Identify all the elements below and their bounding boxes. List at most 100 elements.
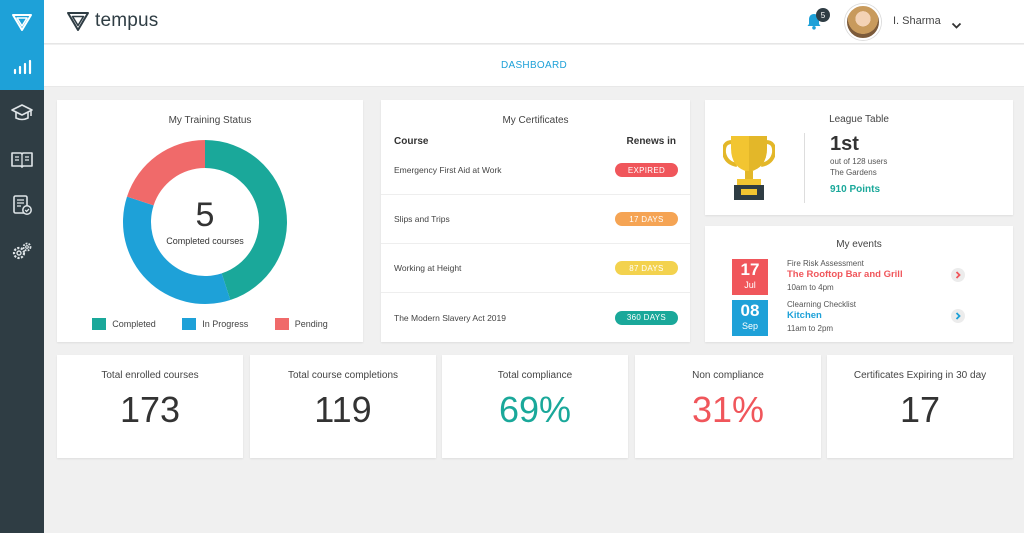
event-month: Jul <box>744 280 756 290</box>
donut-slice-completed[interactable] <box>205 140 287 300</box>
status-badge: 17 DAYS <box>615 212 678 226</box>
league-group: The Gardens <box>830 168 877 177</box>
card-title: League Table <box>829 114 889 125</box>
completed-label: Completed courses <box>166 236 244 246</box>
completed-count: 5 <box>195 196 215 234</box>
stat-label: Certificates Expiring in 30 day <box>853 370 987 381</box>
checklist-certificate-icon <box>13 195 32 215</box>
open-book-icon <box>11 152 33 168</box>
legend-label: In Progress <box>202 319 249 329</box>
donut-svg <box>123 140 287 304</box>
event-month: Sep <box>741 321 758 331</box>
certificate-name: Slips and Trips <box>394 214 450 224</box>
legend-label: Pending <box>294 319 328 329</box>
legend-label: Completed <box>112 319 156 329</box>
event-type: Clearning Checklist <box>787 300 856 309</box>
stat-value: 69% <box>498 389 572 430</box>
status-badge: 360 DAYS <box>615 310 678 325</box>
tempus-logo-icon <box>12 14 32 31</box>
trophy-icon <box>721 134 777 207</box>
league-rank: 1st <box>830 133 859 155</box>
divider <box>804 133 805 203</box>
notification-badge: 5 <box>816 8 830 22</box>
event-day: 17 <box>740 260 760 279</box>
sidebar <box>0 0 44 533</box>
stat-label: Total compliance <box>497 370 573 381</box>
certificate-row[interactable]: Emergency First Aid at Work EXPIRED <box>381 146 690 195</box>
brand[interactable]: tempus <box>66 10 159 32</box>
certificate-name: Working at Height <box>394 263 462 273</box>
event-open-button[interactable] <box>951 309 965 323</box>
status-badge: EXPIRED <box>615 163 678 177</box>
certificates-header: Course Renews in <box>394 136 676 147</box>
gears-icon <box>12 242 32 260</box>
event-open-button[interactable] <box>951 268 965 282</box>
stat-card-enrolled: Total enrolled courses 173 <box>57 355 243 458</box>
chevron-down-icon <box>951 22 962 29</box>
stat-value: 119 <box>314 389 372 430</box>
app-logo[interactable] <box>0 0 44 44</box>
stat-card-compliance: Total compliance 69% <box>442 355 628 458</box>
training-status-card: My Training Status 5 Completed courses C… <box>57 100 363 342</box>
card-title: My Certificates <box>502 115 569 126</box>
nav-library[interactable] <box>0 136 44 182</box>
tempus-logo-icon <box>67 12 89 31</box>
stat-card-non-compliance: Non compliance 31% <box>635 355 821 458</box>
stat-value: 31% <box>691 389 765 430</box>
event-type: Fire Risk Assessment <box>787 259 864 268</box>
donut-slice-pending[interactable] <box>127 140 205 206</box>
training-donut-chart: 5 Completed courses <box>121 138 289 306</box>
stat-label: Total course completions <box>287 370 399 381</box>
league-users: out of 128 users <box>830 157 888 166</box>
certificate-name: Emergency First Aid at Work <box>394 165 502 175</box>
nav-certificates[interactable] <box>0 182 44 228</box>
legend-swatch <box>182 318 197 330</box>
event-item[interactable]: 17 Jul Fire Risk Assessment The Rooftop … <box>732 259 1013 295</box>
league-details: out of 128 users The Gardens <box>830 156 887 178</box>
league-points: 910 Points <box>830 184 881 195</box>
donut-center: 5 Completed courses <box>121 138 289 306</box>
stat-label: Total enrolled courses <box>101 370 199 381</box>
stat-card-expiring: Certificates Expiring in 30 day 17 <box>827 355 1013 458</box>
graduation-cap-icon <box>11 104 33 121</box>
event-item[interactable]: 08 Sep Clearning Checklist Kitchen 11am … <box>732 300 1013 336</box>
legend-swatch <box>92 318 107 330</box>
nav-courses[interactable] <box>0 90 44 136</box>
tab-dashboard[interactable]: DASHBOARD <box>500 60 568 71</box>
column-header-renews: Renews in <box>626 136 676 147</box>
column-header-course: Course <box>394 136 429 147</box>
chevron-right-icon <box>955 271 961 279</box>
user-name[interactable]: I. Sharma <box>893 15 941 27</box>
sub-navigation: DASHBOARD <box>44 45 1024 87</box>
stat-value: 173 <box>119 389 181 430</box>
event-title: Kitchen <box>787 310 822 321</box>
card-title: My events <box>836 239 882 250</box>
status-badge: 87 DAYS <box>615 261 678 275</box>
league-table-card: League Table 1st out of 128 users The Ga… <box>705 100 1013 215</box>
legend-swatch <box>274 318 289 330</box>
event-title: The Rooftop Bar and Grill <box>787 269 903 280</box>
donut-slice-in-progress[interactable] <box>123 196 231 304</box>
brand-name: tempus <box>95 10 159 31</box>
certificate-row[interactable]: Working at Height 87 DAYS <box>381 244 690 293</box>
nav-dashboard[interactable] <box>0 44 44 90</box>
event-time: 10am to 4pm <box>787 283 834 292</box>
certificate-row[interactable]: The Modern Slavery Act 2019 360 DAYS <box>381 293 690 342</box>
event-time: 11am to 2pm <box>787 324 834 333</box>
chart-legend: Completed In Progress Pending <box>57 318 363 330</box>
user-menu-toggle[interactable] <box>951 17 962 35</box>
my-events-card: My events 17 Jul Fire Risk Assessment Th… <box>705 226 1013 342</box>
certificate-row[interactable]: Slips and Trips 17 DAYS <box>381 195 690 244</box>
chevron-right-icon <box>955 312 961 320</box>
bar-chart-icon <box>13 59 32 75</box>
certificates-card: My Certificates Course Renews in Emergen… <box>381 100 690 342</box>
event-day: 08 <box>740 301 760 320</box>
stat-card-completions: Total course completions 119 <box>250 355 436 458</box>
event-date: 08 Sep <box>732 300 768 336</box>
nav-settings[interactable] <box>0 228 44 274</box>
event-date: 17 Jul <box>732 259 768 295</box>
legend-item-completed: Completed <box>92 318 156 330</box>
certificate-name: The Modern Slavery Act 2019 <box>394 312 506 323</box>
legend-item-in-progress: In Progress <box>182 318 248 330</box>
avatar[interactable] <box>845 4 881 40</box>
